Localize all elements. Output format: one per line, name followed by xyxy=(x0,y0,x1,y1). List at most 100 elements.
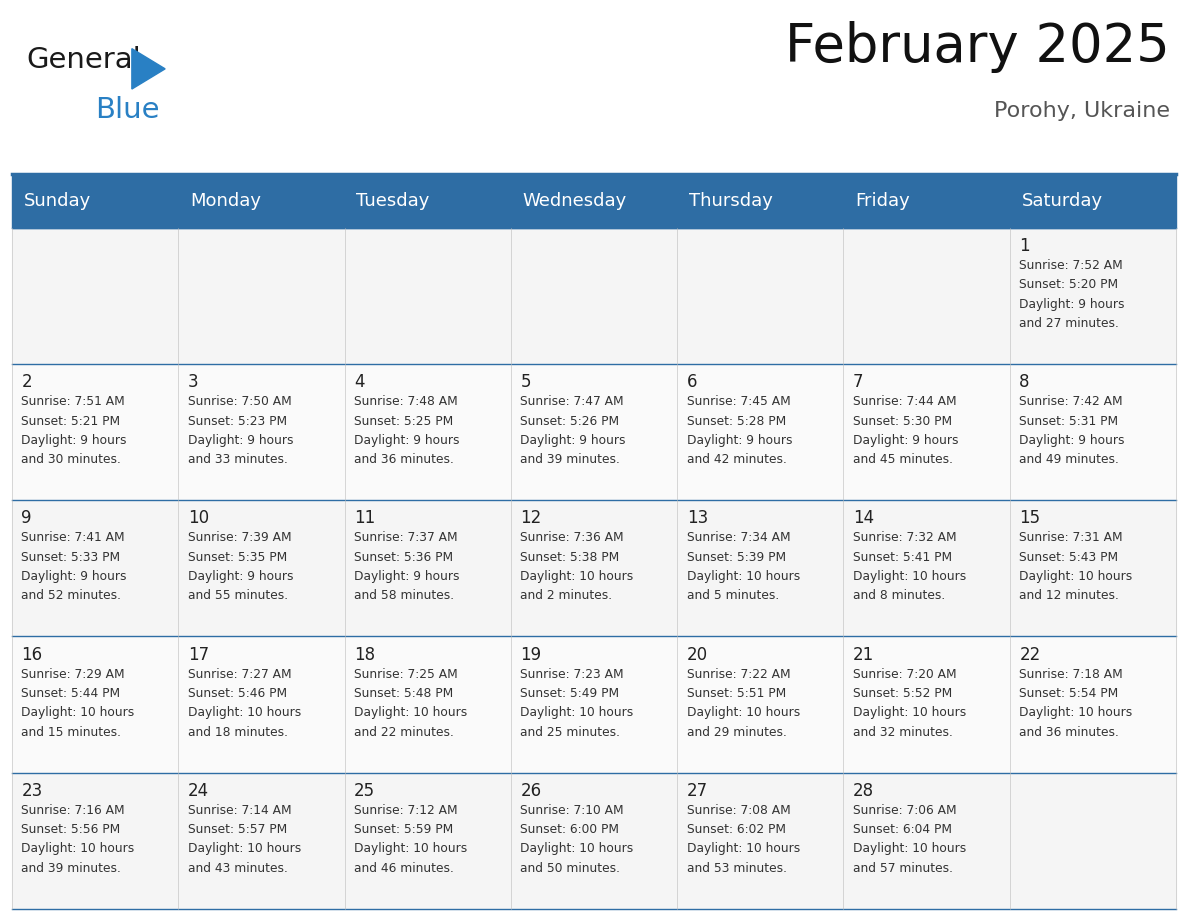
Text: Sunday: Sunday xyxy=(24,192,91,210)
Text: and 45 minutes.: and 45 minutes. xyxy=(853,453,953,466)
Text: Sunset: 6:04 PM: Sunset: 6:04 PM xyxy=(853,823,952,836)
Text: 18: 18 xyxy=(354,645,375,664)
Text: 12: 12 xyxy=(520,509,542,527)
Text: and 43 minutes.: and 43 minutes. xyxy=(188,862,287,875)
Text: Sunset: 6:00 PM: Sunset: 6:00 PM xyxy=(520,823,619,836)
Text: Sunset: 5:30 PM: Sunset: 5:30 PM xyxy=(853,415,952,428)
Text: and 57 minutes.: and 57 minutes. xyxy=(853,862,953,875)
Text: Sunset: 5:46 PM: Sunset: 5:46 PM xyxy=(188,687,286,700)
Text: Sunrise: 7:31 AM: Sunrise: 7:31 AM xyxy=(1019,532,1123,544)
Text: 28: 28 xyxy=(853,782,874,800)
Text: and 53 minutes.: and 53 minutes. xyxy=(687,862,786,875)
Text: Sunrise: 7:44 AM: Sunrise: 7:44 AM xyxy=(853,396,956,409)
Text: and 58 minutes.: and 58 minutes. xyxy=(354,589,454,602)
Text: February 2025: February 2025 xyxy=(785,21,1170,73)
Text: Sunrise: 7:39 AM: Sunrise: 7:39 AM xyxy=(188,532,291,544)
Text: Sunrise: 7:34 AM: Sunrise: 7:34 AM xyxy=(687,532,790,544)
Text: Daylight: 10 hours: Daylight: 10 hours xyxy=(354,843,467,856)
Text: and 12 minutes.: and 12 minutes. xyxy=(1019,589,1119,602)
Text: Sunset: 5:56 PM: Sunset: 5:56 PM xyxy=(21,823,121,836)
Polygon shape xyxy=(132,49,165,89)
Text: Sunrise: 7:52 AM: Sunrise: 7:52 AM xyxy=(1019,259,1123,272)
Text: Sunset: 5:20 PM: Sunset: 5:20 PM xyxy=(1019,278,1118,291)
Text: Sunset: 5:52 PM: Sunset: 5:52 PM xyxy=(853,687,953,700)
Text: and 2 minutes.: and 2 minutes. xyxy=(520,589,613,602)
Text: and 50 minutes.: and 50 minutes. xyxy=(520,862,620,875)
Text: Daylight: 9 hours: Daylight: 9 hours xyxy=(1019,434,1125,447)
Text: Daylight: 10 hours: Daylight: 10 hours xyxy=(687,843,800,856)
Text: Sunrise: 7:50 AM: Sunrise: 7:50 AM xyxy=(188,396,291,409)
Text: Sunrise: 7:42 AM: Sunrise: 7:42 AM xyxy=(1019,396,1123,409)
Text: Sunrise: 7:12 AM: Sunrise: 7:12 AM xyxy=(354,804,457,817)
Text: Sunset: 5:25 PM: Sunset: 5:25 PM xyxy=(354,415,454,428)
Text: Monday: Monday xyxy=(190,192,261,210)
Text: and 39 minutes.: and 39 minutes. xyxy=(21,862,121,875)
Text: Porohy, Ukraine: Porohy, Ukraine xyxy=(994,101,1170,121)
Text: Daylight: 10 hours: Daylight: 10 hours xyxy=(354,706,467,720)
Text: and 5 minutes.: and 5 minutes. xyxy=(687,589,779,602)
Text: 8: 8 xyxy=(1019,373,1030,391)
Text: Sunset: 5:23 PM: Sunset: 5:23 PM xyxy=(188,415,286,428)
Bar xyxy=(12,636,1176,773)
Text: Sunset: 5:51 PM: Sunset: 5:51 PM xyxy=(687,687,786,700)
Text: Sunrise: 7:25 AM: Sunrise: 7:25 AM xyxy=(354,667,457,681)
Text: Sunrise: 7:22 AM: Sunrise: 7:22 AM xyxy=(687,667,790,681)
Text: Sunrise: 7:29 AM: Sunrise: 7:29 AM xyxy=(21,667,125,681)
Bar xyxy=(12,174,1176,228)
Text: Tuesday: Tuesday xyxy=(356,192,430,210)
Text: Sunset: 5:28 PM: Sunset: 5:28 PM xyxy=(687,415,786,428)
Text: Sunset: 5:38 PM: Sunset: 5:38 PM xyxy=(520,551,620,564)
Bar xyxy=(12,364,1176,500)
Text: Sunset: 5:57 PM: Sunset: 5:57 PM xyxy=(188,823,287,836)
Text: 24: 24 xyxy=(188,782,209,800)
Text: 27: 27 xyxy=(687,782,708,800)
Text: Sunset: 5:31 PM: Sunset: 5:31 PM xyxy=(1019,415,1118,428)
Text: Daylight: 9 hours: Daylight: 9 hours xyxy=(188,570,293,583)
Text: Sunrise: 7:36 AM: Sunrise: 7:36 AM xyxy=(520,532,624,544)
Text: Sunset: 5:36 PM: Sunset: 5:36 PM xyxy=(354,551,453,564)
Text: 6: 6 xyxy=(687,373,697,391)
Text: 13: 13 xyxy=(687,509,708,527)
Text: Sunrise: 7:41 AM: Sunrise: 7:41 AM xyxy=(21,532,125,544)
Text: Sunrise: 7:32 AM: Sunrise: 7:32 AM xyxy=(853,532,956,544)
Text: 15: 15 xyxy=(1019,509,1041,527)
Text: Sunrise: 7:51 AM: Sunrise: 7:51 AM xyxy=(21,396,125,409)
Text: Daylight: 9 hours: Daylight: 9 hours xyxy=(21,434,127,447)
Text: Daylight: 10 hours: Daylight: 10 hours xyxy=(687,570,800,583)
Text: Daylight: 10 hours: Daylight: 10 hours xyxy=(188,706,301,720)
Text: Daylight: 9 hours: Daylight: 9 hours xyxy=(853,434,959,447)
Text: and 8 minutes.: and 8 minutes. xyxy=(853,589,946,602)
Text: Daylight: 10 hours: Daylight: 10 hours xyxy=(520,706,633,720)
Text: 9: 9 xyxy=(21,509,32,527)
Text: and 36 minutes.: and 36 minutes. xyxy=(354,453,454,466)
Text: 7: 7 xyxy=(853,373,864,391)
Text: Daylight: 9 hours: Daylight: 9 hours xyxy=(354,434,460,447)
Text: 25: 25 xyxy=(354,782,375,800)
Text: Daylight: 9 hours: Daylight: 9 hours xyxy=(687,434,792,447)
Text: and 55 minutes.: and 55 minutes. xyxy=(188,589,287,602)
Bar xyxy=(12,228,1176,364)
Text: Sunrise: 7:47 AM: Sunrise: 7:47 AM xyxy=(520,396,624,409)
Text: 1: 1 xyxy=(1019,237,1030,255)
Text: 14: 14 xyxy=(853,509,874,527)
Text: 26: 26 xyxy=(520,782,542,800)
Text: 11: 11 xyxy=(354,509,375,527)
Text: Daylight: 9 hours: Daylight: 9 hours xyxy=(21,570,127,583)
Text: 4: 4 xyxy=(354,373,365,391)
Text: 17: 17 xyxy=(188,645,209,664)
Text: and 22 minutes.: and 22 minutes. xyxy=(354,725,454,739)
Text: and 32 minutes.: and 32 minutes. xyxy=(853,725,953,739)
Text: Sunrise: 7:45 AM: Sunrise: 7:45 AM xyxy=(687,396,790,409)
Text: Sunset: 5:41 PM: Sunset: 5:41 PM xyxy=(853,551,952,564)
Text: Sunrise: 7:37 AM: Sunrise: 7:37 AM xyxy=(354,532,457,544)
Text: Sunset: 5:59 PM: Sunset: 5:59 PM xyxy=(354,823,454,836)
Text: Sunrise: 7:10 AM: Sunrise: 7:10 AM xyxy=(520,804,624,817)
Text: Sunset: 5:21 PM: Sunset: 5:21 PM xyxy=(21,415,120,428)
Text: and 42 minutes.: and 42 minutes. xyxy=(687,453,786,466)
Text: Sunset: 5:44 PM: Sunset: 5:44 PM xyxy=(21,687,120,700)
Text: and 27 minutes.: and 27 minutes. xyxy=(1019,317,1119,330)
Text: Sunset: 5:26 PM: Sunset: 5:26 PM xyxy=(520,415,619,428)
Text: Sunset: 5:43 PM: Sunset: 5:43 PM xyxy=(1019,551,1118,564)
Text: Sunset: 5:39 PM: Sunset: 5:39 PM xyxy=(687,551,785,564)
Bar xyxy=(12,500,1176,636)
